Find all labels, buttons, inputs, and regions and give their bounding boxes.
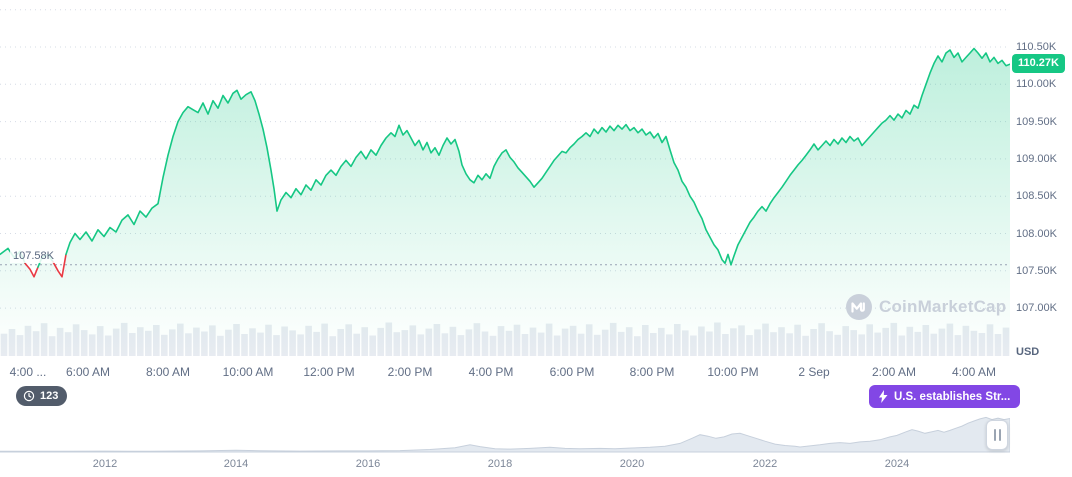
minimap-year-label: 2022 — [752, 458, 778, 470]
timeline-minimap[interactable]: 2012 2014 2016 2018 2020 2022 2024 — [0, 413, 1010, 475]
x-axis: 4:00 ... 6:00 AM 8:00 AM 10:00 AM 12:00 PM 2:… — [0, 365, 1010, 381]
news-annotation-text: U.S. establishes Str... — [894, 390, 1011, 403]
x-axis-time-label: 4:00 ... — [9, 365, 47, 379]
minimap-year-label: 2012 — [92, 458, 118, 470]
y-axis-label: 110.50K — [1016, 41, 1057, 53]
news-annotation-badge[interactable]: U.S. establishes Str... — [869, 385, 1021, 408]
history-count-badge[interactable]: 123 — [16, 386, 68, 406]
minimap-year-label: 2014 — [223, 458, 249, 470]
watermark-text: CoinMarketCap — [879, 297, 1007, 316]
price-area — [0, 48, 1010, 356]
x-axis-time-label: 10:00 PM — [707, 365, 759, 379]
minimap-handle[interactable] — [986, 420, 1008, 450]
coinmarketcap-logo-icon — [846, 294, 872, 320]
price-chart-plot[interactable]: 107.58K CoinMarketCap — [0, 0, 1010, 358]
minimap-area — [0, 416, 1010, 453]
y-axis-label: 107.50K — [1016, 264, 1057, 277]
x-axis-time-label: 2:00 AM — [871, 365, 917, 379]
x-axis-time-label: 6:00 AM — [65, 365, 111, 379]
y-axis-label: 107.00K — [1016, 302, 1057, 315]
x-axis-time-label: 6:00 PM — [549, 365, 595, 379]
y-axis-label: 108.00K — [1016, 227, 1057, 240]
minimap-year-label: 2020 — [619, 458, 645, 470]
history-icon — [23, 390, 35, 402]
y-axis-label: 109.50K — [1016, 115, 1057, 128]
open-price-label: 107.58K — [10, 249, 57, 263]
minimap-year-label: 2016 — [355, 458, 381, 470]
lightning-icon — [879, 390, 888, 403]
y-axis: 110.50K 110.00K 109.50K 109.00K 108.50K 108.0… — [1010, 0, 1072, 362]
y-axis-label: 108.50K — [1016, 190, 1057, 203]
y-axis-unit-label: USD — [1016, 346, 1040, 358]
x-axis-time-label: 2 Sep — [798, 365, 830, 379]
minimap-year-label: 2024 — [884, 458, 910, 470]
x-axis-time-label: 8:00 AM — [145, 365, 191, 379]
minimap-year-label: 2018 — [487, 458, 513, 470]
x-axis-time-label: 4:00 PM — [468, 365, 514, 379]
x-axis-time-label: 12:00 PM — [303, 365, 355, 379]
x-axis-time-label: 2:00 PM — [387, 365, 433, 379]
y-axis-label: 109.00K — [1016, 152, 1057, 165]
y-axis-label: 110.00K — [1016, 78, 1057, 91]
current-price-badge: 110.27K — [1012, 54, 1065, 74]
x-axis-time-label: 8:00 PM — [629, 365, 675, 379]
x-axis-time-label: 10:00 AM — [222, 365, 274, 379]
coinmarketcap-watermark: CoinMarketCap — [846, 294, 1006, 320]
history-count-value: 123 — [40, 390, 59, 402]
x-axis-time-label: 4:00 AM — [951, 365, 997, 379]
